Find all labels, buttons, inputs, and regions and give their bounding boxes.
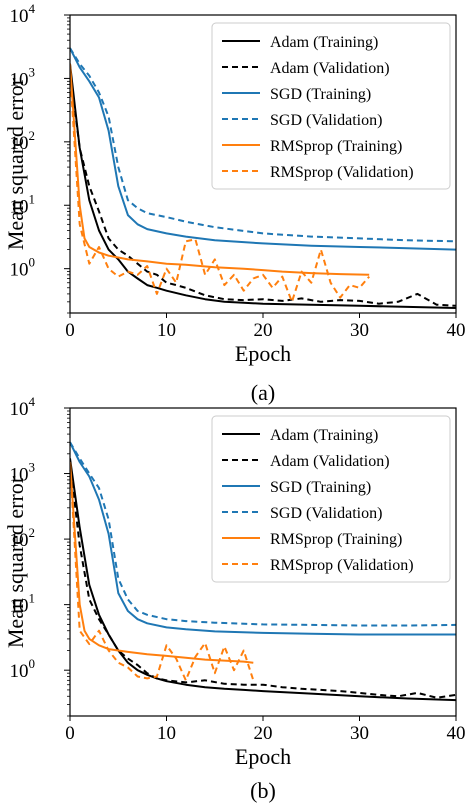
legend-label: RMSprop (Training)	[270, 531, 402, 548]
x-tick-label: 20	[254, 723, 273, 744]
legend-label: Adam (Training)	[270, 427, 378, 444]
legend-label: Adam (Training)	[270, 34, 378, 51]
x-tick-label: 40	[447, 723, 466, 744]
legend-box	[211, 415, 451, 583]
series-line	[70, 63, 456, 309]
legend-label: SGD (Training)	[270, 86, 371, 103]
legend: Adam (Training) Adam (Validation) SGD (Tra…	[211, 22, 451, 190]
x-tick-label: 40	[447, 320, 466, 341]
panel-caption: (a)	[251, 380, 275, 405]
legend: Adam (Training) Adam (Validation) SGD (Tra…	[211, 415, 451, 583]
series-line	[70, 461, 254, 664]
series-line	[70, 441, 456, 636]
legend-label: SGD (Validation)	[270, 112, 382, 129]
legend-label: SGD (Validation)	[270, 505, 382, 522]
y-tick-label: 101	[10, 191, 36, 217]
y-tick-label: 104	[10, 394, 36, 420]
y-tick-label: 100	[10, 255, 36, 281]
series-line	[70, 71, 456, 307]
y-tick-label: 101	[10, 591, 36, 617]
legend-label: RMSprop (Training)	[270, 138, 402, 155]
series-line	[70, 47, 456, 243]
series-line	[70, 47, 456, 251]
x-tick-label: 10	[157, 723, 176, 744]
chart-panel: 0 10 20 30 40 100 101 102 103 104 Epoch Mean square…	[3, 1, 466, 405]
y-axis-label: Mean squared error	[3, 77, 28, 250]
series-line	[70, 461, 255, 682]
x-tick-label: 30	[350, 320, 369, 341]
x-axis-label: Epoch	[235, 341, 291, 366]
series-line	[70, 441, 456, 627]
legend-label: Adam (Validation)	[270, 60, 390, 77]
y-tick-label: 103	[10, 460, 36, 486]
x-tick-label: 30	[350, 723, 369, 744]
series-group	[70, 441, 456, 702]
x-tick-label: 0	[65, 320, 75, 341]
series-line	[70, 461, 456, 699]
x-tick-label: 10	[157, 320, 176, 341]
legend-label: RMSprop (Validation)	[270, 557, 414, 574]
y-tick-label: 102	[10, 525, 36, 551]
legend-label: SGD (Training)	[270, 479, 371, 496]
legend-label: Adam (Validation)	[270, 453, 390, 470]
y-tick-label: 103	[10, 64, 36, 90]
legend-box	[211, 22, 451, 190]
y-tick-label: 100	[10, 656, 36, 682]
y-axis-label: Mean squared error	[3, 475, 28, 648]
panel-caption: (b)	[250, 778, 276, 803]
chart-panel: 0 10 20 30 40 100 101 102 103 104 Epoch Mean square…	[3, 394, 466, 803]
series-line	[70, 63, 370, 276]
legend-label: RMSprop (Validation)	[270, 164, 414, 181]
x-axis-label: Epoch	[235, 744, 291, 769]
series-group	[70, 47, 456, 309]
series-line	[70, 71, 370, 303]
y-tick-label: 102	[10, 128, 36, 154]
x-tick-label: 0	[65, 723, 75, 744]
y-tick-label: 104	[10, 1, 36, 27]
x-tick-label: 20	[254, 320, 273, 341]
